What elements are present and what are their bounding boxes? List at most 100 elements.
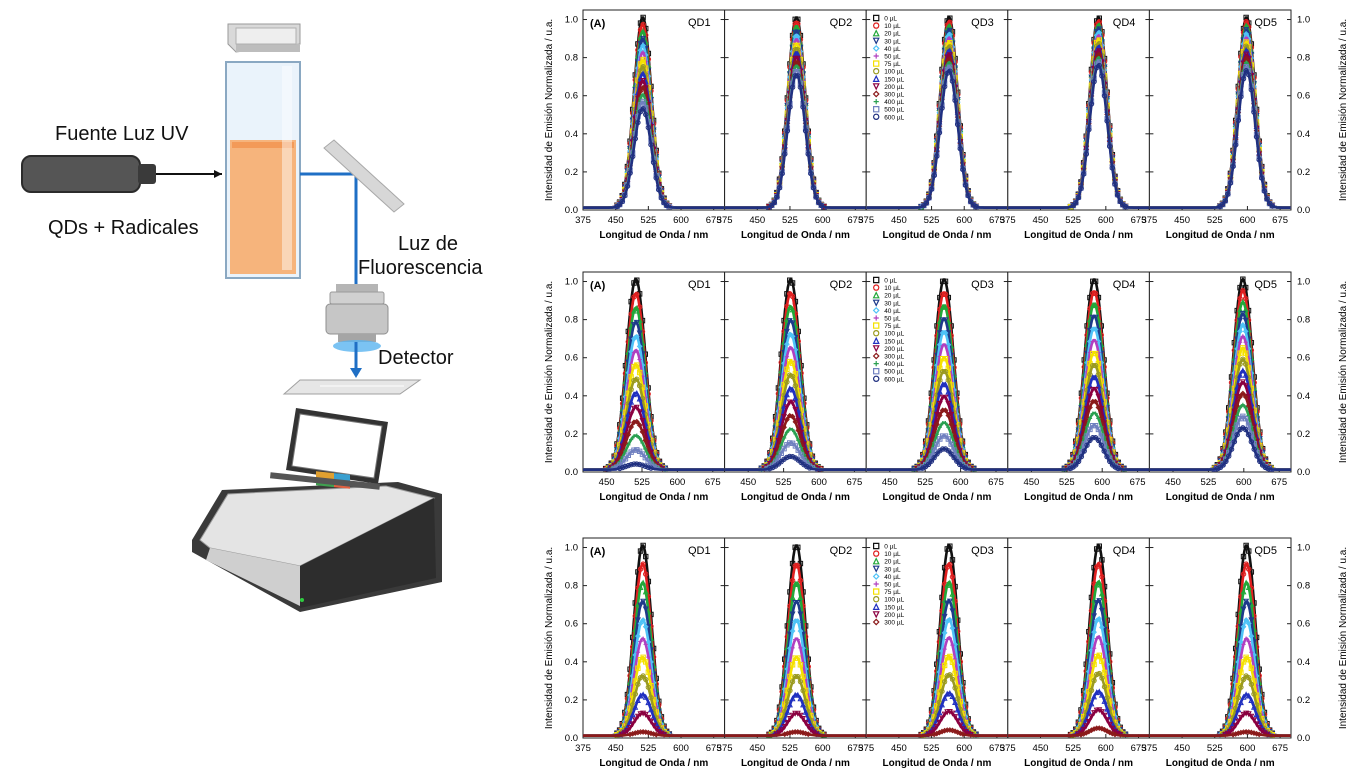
legend-marker <box>873 361 879 367</box>
x-tick-label: 675 <box>706 743 722 754</box>
legend-marker <box>872 44 880 52</box>
x-axis-label: Longitud de Onda / nm <box>1024 758 1133 769</box>
y-tick-label-right: 0.6 <box>1297 91 1310 102</box>
panel-title: QD1 <box>688 545 711 557</box>
x-tick-label: 600 <box>1236 477 1252 488</box>
x-tick-label: 450 <box>882 477 898 488</box>
x-tick-label: 600 <box>811 477 827 488</box>
series-markers-10 <box>1230 729 1263 738</box>
legend-label: 200 µL <box>884 84 904 91</box>
series-line-13 <box>724 455 867 471</box>
legend-marker <box>872 572 880 580</box>
x-tick-label: 600 <box>669 477 685 488</box>
objective-lens-icon <box>325 284 389 378</box>
x-tick-label: 600 <box>956 215 972 226</box>
series-line-10 <box>1007 726 1149 737</box>
y-tick-label: 1.0 <box>565 543 578 554</box>
series-markers-13 <box>768 73 825 209</box>
series-group <box>583 14 725 210</box>
x-tick-label: 675 <box>847 743 863 754</box>
legend-label: 400 µL <box>884 361 904 368</box>
legend-label: 30 µL <box>884 300 901 307</box>
x-tick-label: 675 <box>706 215 722 226</box>
y-tick-label: 0.8 <box>565 53 578 64</box>
legend-marker <box>873 276 880 284</box>
x-axis-label: Longitud de Onda / nm <box>1166 492 1275 503</box>
x-tick-label: 525 <box>782 743 798 754</box>
legend-label: 40 µL <box>884 308 901 315</box>
y-tick-label: 0.2 <box>565 429 578 440</box>
x-tick-label: 600 <box>815 743 831 754</box>
legend-label: 75 µL <box>884 589 901 596</box>
x-tick-label: 675 <box>1131 743 1147 754</box>
x-axis-label: Longitud de Onda / nm <box>883 230 992 241</box>
x-tick-label: 450 <box>891 215 907 226</box>
uv-lamp-icon <box>21 155 222 193</box>
x-tick-label: 450 <box>891 743 907 754</box>
x-tick-label: 450 <box>749 215 765 226</box>
x-axis-label: Longitud de Onda / nm <box>599 758 708 769</box>
x-tick-label: 600 <box>1094 477 1110 488</box>
series-group <box>583 277 725 472</box>
panel-title: QD3 <box>971 545 994 557</box>
legend-label: 30 µL <box>884 38 901 45</box>
panel-qd2: 375 450 525 600 675 QD2 Longitud de Onda / nm <box>717 9 867 241</box>
legend-marker <box>873 550 880 557</box>
y-tick-label: 0.8 <box>565 581 578 592</box>
x-tick-label: 525 <box>1207 215 1223 226</box>
y-tick-label-right: 0.0 <box>1297 733 1310 744</box>
series-line-13 <box>1149 69 1291 209</box>
series-markers-13 <box>1067 434 1121 472</box>
legend-marker <box>873 542 880 550</box>
x-tick-label: 525 <box>640 743 656 754</box>
x-tick-label: 375 <box>1141 215 1157 226</box>
series-group <box>866 278 1008 472</box>
series-line-13 <box>866 68 1008 209</box>
legend-marker <box>873 581 879 587</box>
series-group <box>1007 543 1149 738</box>
legend-label: 75 µL <box>884 61 901 68</box>
x-tick-label: 450 <box>1023 477 1039 488</box>
x-tick-label: 600 <box>953 477 969 488</box>
series-markers-13 <box>1214 425 1272 472</box>
legend-marker <box>872 29 880 37</box>
x-tick-label: 450 <box>740 477 756 488</box>
panel-title: QD3 <box>971 279 994 291</box>
series-group <box>1149 542 1291 738</box>
legend-label: 150 µL <box>884 338 904 345</box>
panel-qd3: 375 450 525 600 675 QD3 Longitud de Onda / nm 0… <box>858 9 1009 241</box>
x-axis-label: Longitud de Onda / nm <box>741 758 850 769</box>
x-tick-label: 450 <box>608 743 624 754</box>
y-tick-label-right: 0.8 <box>1297 53 1310 64</box>
legend-label: 100 µL <box>884 69 904 76</box>
series-markers-10 <box>931 727 966 738</box>
fluorescence-label-line2: Fluorescencia <box>358 257 483 279</box>
legend-label: 10 µL <box>884 23 901 30</box>
panel-title: QD4 <box>1113 545 1136 557</box>
legend-label: 300 µL <box>884 92 904 99</box>
y-tick-label-right: 0.4 <box>1297 129 1310 140</box>
x-axis-label: Longitud de Onda / nm <box>741 230 850 241</box>
legend-label: 500 µL <box>884 107 904 114</box>
x-tick-label: 675 <box>989 215 1005 226</box>
sample-label: QDs + Radicales <box>48 217 199 239</box>
series-line-10 <box>866 728 1008 737</box>
legend-label: 200 µL <box>884 612 904 619</box>
y-axis-label-right: Intensidad de Emisión Normalizada / u.a. <box>1338 281 1349 463</box>
x-tick-label: 600 <box>1098 215 1114 226</box>
x-tick-label: 675 <box>847 215 863 226</box>
y-tick-label: 0.6 <box>565 91 578 102</box>
x-tick-label: 675 <box>1272 743 1288 754</box>
y-tick-label: 0.0 <box>565 467 578 478</box>
x-tick-label: 525 <box>776 477 792 488</box>
x-tick-label: 600 <box>1240 743 1256 754</box>
legend-label: 50 µL <box>884 582 901 589</box>
chart-row-2: Intensidad de Emisión Normalizada / u.a.… <box>544 271 1349 503</box>
series-group <box>1007 15 1149 210</box>
panel-frame <box>1148 537 1292 739</box>
legend-marker <box>873 368 880 375</box>
x-tick-label: 600 <box>673 743 689 754</box>
y-tick-label-right: 0.0 <box>1297 205 1310 216</box>
series-markers-9 <box>773 710 820 738</box>
x-axis-label: Longitud de Onda / nm <box>599 230 708 241</box>
